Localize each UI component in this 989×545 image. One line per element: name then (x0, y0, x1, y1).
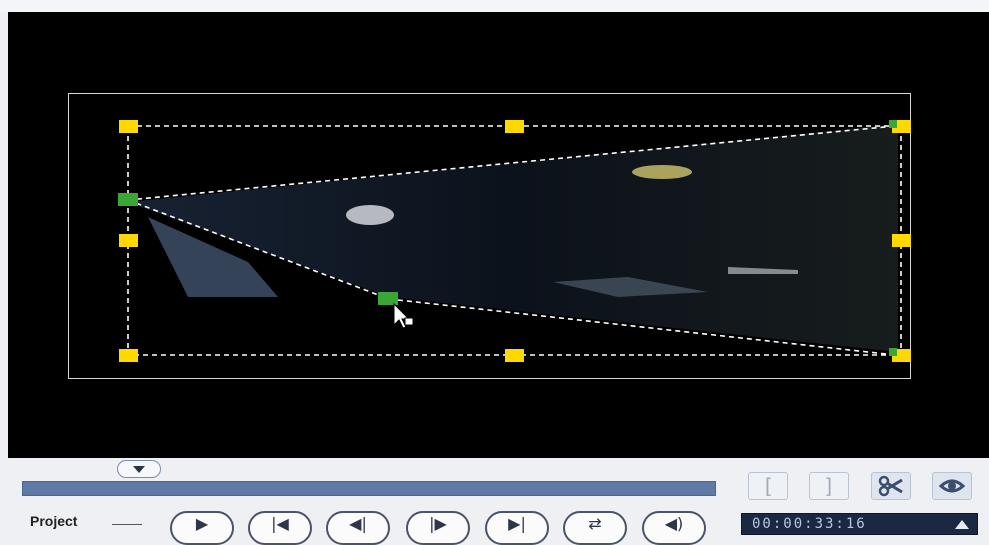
handle-top-left[interactable] (119, 120, 138, 133)
video-frame (128, 124, 898, 352)
next-frame-icon: |▶ (429, 513, 447, 533)
handle-top-center[interactable] (505, 120, 524, 133)
mark-in-button[interactable]: [ (748, 472, 788, 500)
distort-handle-bottom-right[interactable] (889, 348, 897, 356)
eye-icon (939, 479, 965, 493)
sky-reflection (148, 217, 278, 297)
mark-out-icon: ] (822, 474, 836, 498)
volume-button[interactable]: ◀) (642, 511, 706, 545)
previous-frame-button[interactable]: ◀| (326, 511, 390, 545)
perspective-guide-top (127, 125, 896, 201)
handle-bottom-left[interactable] (119, 349, 138, 362)
timecode-value: 00:00:33:16 (752, 516, 867, 532)
ceiling-light (632, 165, 692, 179)
previous-frame-icon: ◀| (349, 513, 367, 533)
scrubber-handle[interactable] (117, 460, 161, 478)
timecode-field[interactable]: 00:00:33:16 (741, 513, 978, 535)
home-icon: |◀ (271, 513, 289, 533)
end-icon: ▶| (508, 513, 526, 533)
preview-window[interactable] (8, 12, 989, 458)
bounding-box-guide (127, 125, 902, 356)
perspective-guide-left (127, 199, 390, 300)
project-label: Project (30, 513, 78, 529)
mark-in-icon: [ (761, 474, 775, 498)
handle-bottom-center[interactable] (505, 349, 524, 362)
play-icon: ▶ (195, 513, 209, 533)
distort-overlay (118, 120, 911, 362)
handle-middle-right[interactable] (892, 234, 911, 247)
light-highlight (346, 205, 394, 225)
play-button[interactable]: ▶ (170, 511, 234, 545)
distort-handle-top-right[interactable] (889, 120, 897, 128)
edge-reflection (728, 267, 798, 274)
split-clip-button[interactable] (871, 472, 911, 500)
floor-reflection (553, 277, 708, 297)
repeat-icon: ⇄ (588, 513, 602, 533)
home-button[interactable]: |◀ (248, 511, 312, 545)
mouse-cursor-icon (393, 302, 414, 329)
next-frame-button[interactable]: |▶ (406, 511, 470, 545)
handle-middle-left[interactable] (119, 234, 138, 247)
window-top-edge (0, 0, 989, 12)
preview-button[interactable] (932, 472, 972, 500)
scissors-icon (878, 475, 903, 497)
distort-handle-left[interactable] (118, 193, 138, 206)
repeat-button[interactable]: ⇄ (563, 511, 627, 545)
timeline-progress-bar[interactable] (22, 481, 716, 496)
distort-handle-bottom[interactable] (378, 292, 398, 305)
end-button[interactable]: ▶| (485, 511, 549, 545)
project-label-leader (112, 524, 142, 525)
video-content (128, 124, 898, 352)
volume-icon: ◀) (664, 513, 684, 533)
mark-out-button[interactable]: ] (809, 472, 849, 500)
timecode-spin-up-icon[interactable] (955, 520, 969, 529)
perspective-guide-bottom (388, 298, 896, 356)
